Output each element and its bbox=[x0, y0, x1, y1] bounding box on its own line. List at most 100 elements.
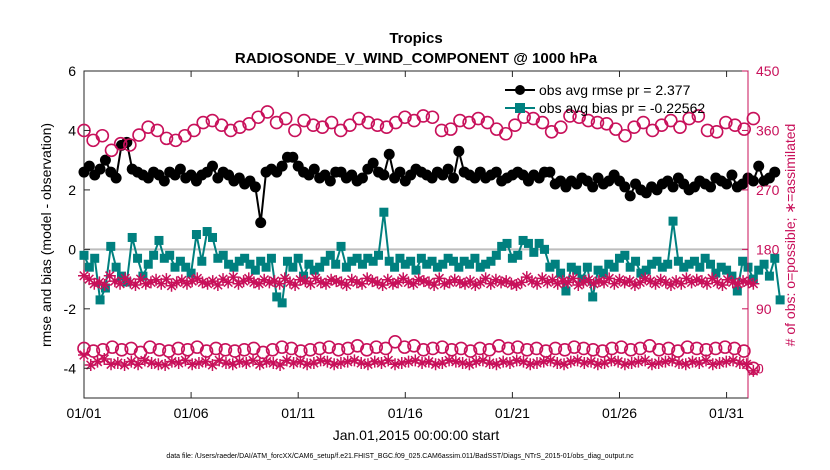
obs-assimilated-point bbox=[274, 358, 287, 371]
bias-point bbox=[732, 286, 742, 296]
obs-possible-point bbox=[104, 143, 119, 158]
obs-assimilated-point bbox=[470, 355, 483, 368]
obs-possible-point bbox=[728, 118, 742, 132]
bias-point bbox=[582, 262, 592, 272]
obs-assimilated-point bbox=[376, 279, 389, 292]
obs-possible-point bbox=[539, 344, 553, 358]
obs-possible-point bbox=[343, 118, 357, 132]
obs-assimilated-point bbox=[118, 358, 131, 371]
obs-assimilated-point bbox=[258, 273, 271, 286]
obs-possible-point bbox=[718, 340, 732, 354]
bias-point bbox=[465, 259, 475, 269]
obs-possible-point bbox=[150, 123, 165, 138]
obs-assimilated-point bbox=[206, 275, 219, 288]
obs-assimilated-point bbox=[644, 275, 657, 288]
obs-assimilated-point bbox=[191, 272, 204, 285]
bias-point bbox=[684, 259, 694, 269]
obs-possible-point bbox=[480, 115, 495, 130]
obs-assimilated-point bbox=[382, 354, 395, 367]
obs-assimilated-point bbox=[503, 356, 516, 369]
obs-assimilated-point bbox=[371, 276, 384, 289]
bias-point bbox=[245, 259, 255, 269]
bias-point bbox=[550, 259, 560, 269]
obs-assimilated-point bbox=[495, 276, 508, 289]
obs-assimilated-point bbox=[737, 275, 750, 288]
bias-point bbox=[197, 256, 207, 266]
obs-assimilated-point bbox=[517, 355, 530, 368]
obs-possible-point bbox=[664, 113, 678, 128]
y-tick-left-label: 4 bbox=[68, 122, 76, 138]
x-tick-label: 01/16 bbox=[388, 405, 423, 421]
obs-assimilated-point bbox=[233, 355, 246, 368]
obs-assimilated-point bbox=[263, 276, 276, 289]
obs-assimilated-point bbox=[639, 354, 652, 367]
bias-point bbox=[566, 262, 576, 272]
obs-assimilated-point bbox=[375, 356, 388, 369]
y-tick-left-label: 0 bbox=[68, 241, 76, 257]
obs-possible-point bbox=[187, 123, 201, 138]
y-tick-left-label: 2 bbox=[68, 182, 76, 198]
obs-assimilated-point bbox=[340, 279, 353, 292]
rmse-point bbox=[287, 151, 299, 163]
obs-assimilated-point bbox=[222, 276, 235, 289]
obs-assimilated-point bbox=[287, 356, 300, 369]
obs-assimilated-point bbox=[731, 277, 744, 290]
bias-point bbox=[111, 262, 121, 272]
obs-assimilated-point bbox=[273, 277, 286, 290]
x-tick-label: 01/06 bbox=[174, 405, 209, 421]
obs-possible-point bbox=[360, 342, 374, 357]
obs-possible-point bbox=[444, 342, 459, 357]
bias-point bbox=[631, 256, 641, 266]
obs-assimilated-point bbox=[150, 273, 163, 286]
rmse-point bbox=[110, 172, 122, 184]
obs-assimilated-point bbox=[227, 271, 240, 284]
obs-assimilated-point bbox=[436, 356, 449, 369]
obs-assimilated-point bbox=[355, 356, 368, 369]
bias-point bbox=[79, 250, 89, 260]
obs-possible-point bbox=[269, 115, 284, 130]
obs-assimilated-point bbox=[561, 276, 574, 289]
obs-assimilated-point bbox=[145, 356, 158, 369]
obs-assimilated-point bbox=[417, 275, 430, 288]
bias-point bbox=[95, 295, 105, 305]
rmse-point bbox=[544, 166, 556, 178]
obs-assimilated-point bbox=[78, 269, 90, 282]
obs-assimilated-point bbox=[453, 276, 466, 289]
rmse-point bbox=[490, 166, 502, 178]
obs-assimilated-point bbox=[368, 355, 381, 368]
obs-assimilated-point bbox=[613, 273, 626, 286]
bias-point bbox=[379, 207, 389, 217]
obs-assimilated-point bbox=[433, 272, 446, 285]
obs-assimilated-point bbox=[247, 354, 260, 367]
obs-possible-point bbox=[233, 120, 247, 134]
obs-possible-point bbox=[123, 138, 137, 152]
obs-assimilated-point bbox=[366, 275, 379, 288]
obs-assimilated-point bbox=[416, 356, 429, 369]
obs-assimilated-point bbox=[132, 358, 145, 371]
obs-possible-point bbox=[143, 340, 157, 354]
obs-assimilated-point bbox=[500, 275, 513, 288]
bias-point bbox=[384, 256, 394, 266]
rmse-point bbox=[769, 166, 781, 178]
obs-possible-point bbox=[567, 340, 582, 354]
obs-assimilated-point bbox=[666, 354, 679, 367]
obs-assimilated-point bbox=[544, 354, 557, 367]
bias-point bbox=[84, 262, 94, 272]
obs-assimilated-point bbox=[571, 354, 584, 367]
x-tick-label: 01/31 bbox=[709, 405, 744, 421]
x-axis-label: Jan.01,2015 00:00:00 start bbox=[333, 427, 500, 443]
obs-assimilated-point bbox=[334, 356, 347, 369]
obs-assimilated-point bbox=[139, 277, 152, 290]
bias-point bbox=[657, 262, 667, 272]
bias-point bbox=[218, 250, 228, 260]
obs-assimilated-point bbox=[294, 355, 307, 368]
obs-possible-point bbox=[554, 120, 568, 134]
obs-possible-point bbox=[180, 342, 195, 357]
bias-point bbox=[363, 253, 373, 263]
bias-point bbox=[507, 253, 517, 263]
obs-assimilated-point bbox=[733, 356, 746, 369]
bias-point bbox=[186, 268, 196, 278]
bias-point bbox=[481, 259, 491, 269]
obs-assimilated-point bbox=[490, 358, 503, 371]
